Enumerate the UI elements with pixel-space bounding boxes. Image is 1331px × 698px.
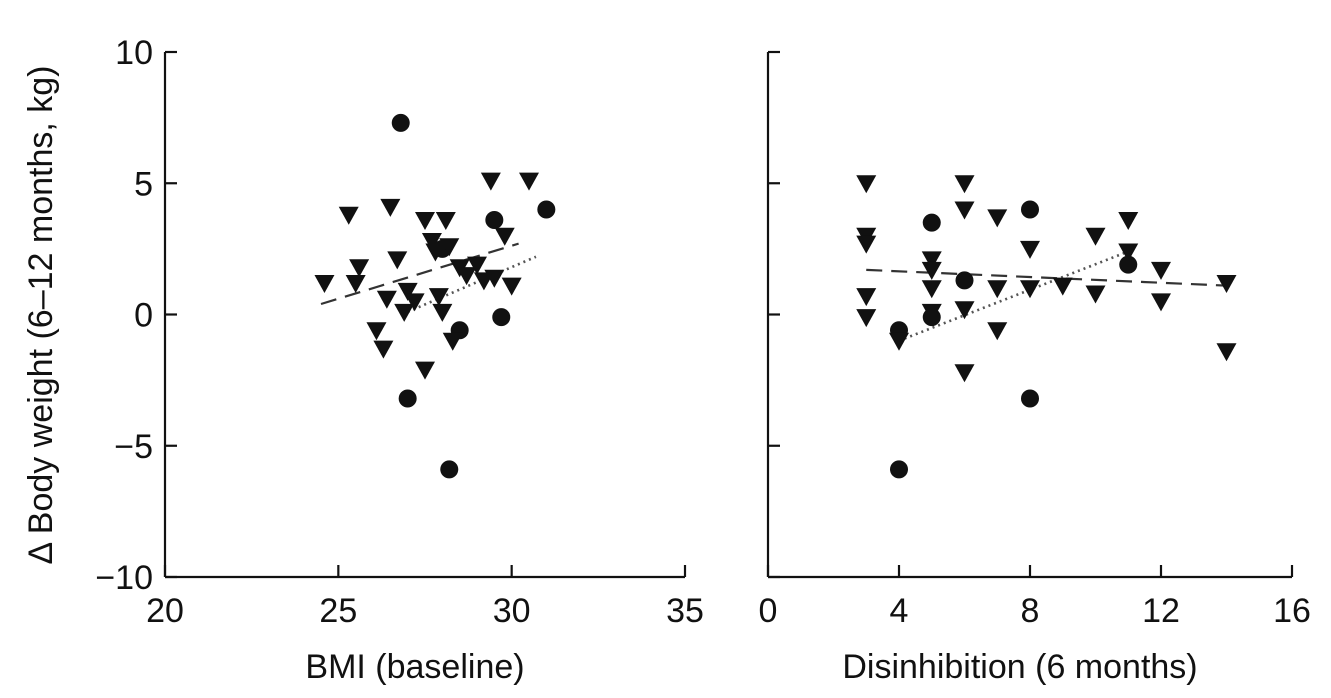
- x-axis-title: BMI (baseline): [305, 648, 524, 686]
- data-point-triangle: [415, 212, 435, 230]
- x-axis-title: Disinhibition (6 months): [842, 648, 1197, 686]
- data-point-circle: [890, 460, 908, 479]
- data-point-circle: [398, 389, 417, 408]
- data-point-triangle: [415, 361, 435, 380]
- data-point-triangle: [349, 259, 370, 278]
- data-point-circle: [391, 113, 410, 132]
- data-point-triangle: [921, 251, 942, 270]
- data-point-triangle: [954, 301, 975, 320]
- data-point-triangle: [1020, 280, 1040, 299]
- data-point-triangle: [1085, 285, 1106, 304]
- data-point-circle: [1119, 255, 1138, 274]
- data-point-circle: [537, 200, 556, 219]
- data-point-triangle: [394, 303, 415, 322]
- data-point-triangle: [380, 198, 401, 217]
- data-point-triangle: [397, 282, 418, 301]
- data-point-circle: [485, 211, 504, 229]
- data-point-triangle: [1085, 227, 1106, 246]
- data-point-triangle: [987, 280, 1008, 299]
- y-tick-label: 0: [134, 297, 153, 335]
- x-tick-label: 16: [1273, 592, 1311, 630]
- data-point-triangle: [987, 209, 1008, 228]
- x-tick-label: 12: [1142, 592, 1180, 630]
- data-point-triangle: [921, 303, 942, 322]
- data-point-triangle: [376, 290, 397, 309]
- data-point-triangle: [404, 293, 425, 312]
- data-point-triangle: [1052, 277, 1073, 296]
- data-point-circle: [1021, 200, 1039, 219]
- y-tick-label: −5: [114, 428, 153, 466]
- data-point-circle: [955, 271, 974, 290]
- data-point-triangle: [519, 172, 539, 191]
- data-point-triangle: [494, 227, 515, 246]
- data-point-triangle: [338, 206, 359, 225]
- data-point-triangle: [442, 332, 463, 351]
- y-tick-label: −10: [95, 559, 153, 597]
- data-point-triangle: [856, 309, 877, 328]
- data-point-triangle: [921, 280, 942, 299]
- data-point-triangle: [1020, 240, 1040, 259]
- x-tick-label: 35: [666, 592, 704, 630]
- data-point-triangle: [421, 233, 442, 251]
- data-point-triangle: [1118, 243, 1139, 262]
- data-point-triangle: [345, 275, 366, 293]
- data-point-triangle: [1216, 275, 1237, 293]
- x-tick-label: 4: [890, 592, 909, 630]
- fit-line-dotted: [898, 250, 1129, 342]
- fit-line-dashed: [866, 268, 1227, 287]
- data-point-triangle: [432, 303, 453, 322]
- data-point-circle: [440, 460, 459, 479]
- data-point-triangle: [428, 288, 449, 307]
- x-tick-label: 20: [146, 592, 184, 630]
- data-point-triangle: [387, 251, 408, 270]
- data-point-triangle: [439, 238, 460, 257]
- data-point-triangle: [921, 261, 942, 280]
- data-point-circle: [492, 308, 511, 327]
- data-point-triangle: [987, 322, 1008, 341]
- x-tick-label: 0: [759, 592, 778, 630]
- data-point-triangle: [954, 175, 975, 194]
- data-point-triangle: [954, 364, 975, 383]
- data-point-triangle: [1151, 261, 1171, 280]
- data-point-triangle: [856, 288, 877, 307]
- data-point-triangle: [435, 212, 456, 230]
- data-point-triangle: [467, 256, 487, 275]
- y-tick-label: 10: [115, 34, 153, 72]
- fit-line-dashed: [320, 242, 519, 306]
- data-point-triangle: [1151, 293, 1171, 312]
- data-point-triangle: [425, 243, 446, 262]
- data-point-triangle: [954, 201, 975, 220]
- y-axis-title: Δ Body weight (6–12 months, kg): [22, 66, 60, 565]
- x-tick-label: 30: [493, 592, 531, 630]
- data-point-triangle: [314, 275, 335, 293]
- data-point-triangle: [889, 332, 909, 351]
- x-tick-label: 8: [1021, 592, 1040, 630]
- x-tick-label: 25: [319, 592, 357, 630]
- data-point-triangle: [484, 269, 505, 288]
- data-point-circle: [922, 213, 941, 232]
- data-point-triangle: [1216, 343, 1237, 362]
- data-point-triangle: [856, 175, 877, 194]
- y-tick-label: 5: [134, 165, 153, 203]
- data-point-triangle: [373, 340, 394, 359]
- data-point-triangle: [501, 277, 522, 296]
- data-point-triangle: [480, 172, 501, 191]
- data-point-triangle: [856, 235, 877, 254]
- data-point-triangle: [456, 267, 477, 286]
- data-point-triangle: [1118, 212, 1139, 230]
- data-point-triangle: [366, 322, 387, 341]
- panel-disinhibition: 0 4 8 12 16 Disinhibition (6 months): [759, 50, 1311, 686]
- data-point-circle: [1021, 389, 1039, 408]
